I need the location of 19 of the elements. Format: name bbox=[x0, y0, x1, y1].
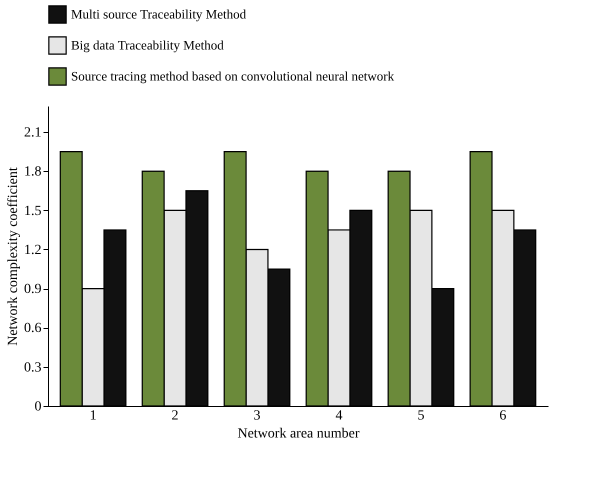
y-tick-label: 0.3 bbox=[24, 360, 42, 376]
x-axis-title: Network area number bbox=[237, 426, 360, 442]
y-axis-title: Network complexity coefficient bbox=[6, 167, 21, 346]
y-tick-label: 0.9 bbox=[24, 282, 42, 298]
y-tick-label: 1.8 bbox=[24, 164, 42, 180]
legend-label: Big data Traceability Method bbox=[71, 38, 224, 52]
y-tick-label: 0 bbox=[34, 400, 42, 414]
x-tick-label: 6 bbox=[499, 408, 506, 424]
x-tick-label: 1 bbox=[90, 408, 97, 424]
y-tick-label: 0.6 bbox=[24, 321, 42, 336]
y-tick-label: 1.5 bbox=[24, 204, 42, 219]
x-tick-label: 3 bbox=[254, 408, 261, 424]
x-tick-label: 5 bbox=[417, 408, 424, 424]
x-tick-label: 2 bbox=[172, 408, 179, 424]
y-tick-label: 1.2 bbox=[24, 242, 42, 258]
legend-label: Multi source Traceability Method bbox=[71, 6, 247, 22]
x-tick-label: 4 bbox=[335, 408, 342, 424]
legend-label: Source tracing method based on convolutional neural network bbox=[71, 68, 395, 84]
y-tick-label: 2.1 bbox=[24, 126, 42, 141]
